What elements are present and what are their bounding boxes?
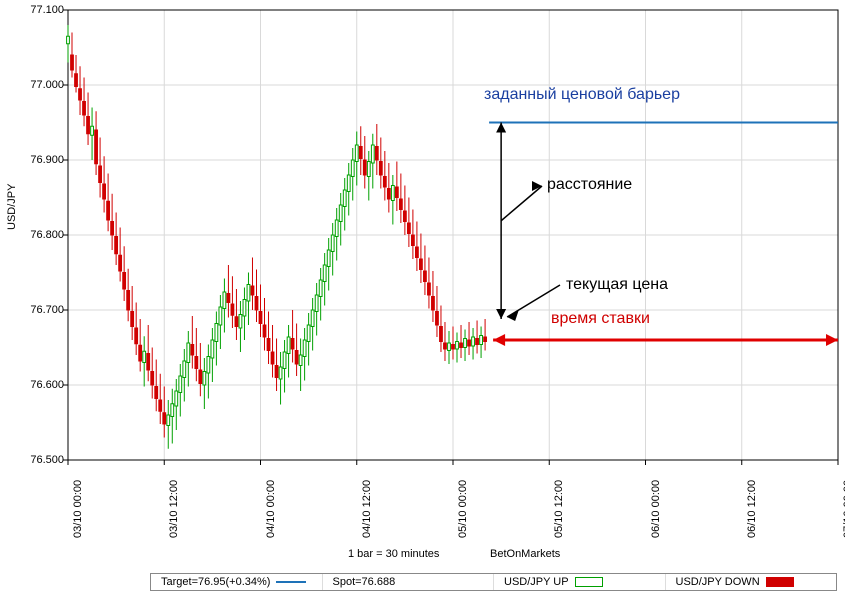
y-axis-label: USD/JPY	[6, 184, 18, 230]
legend-down: USD/JPY DOWN	[666, 574, 837, 590]
legend-down-swatch	[766, 577, 794, 587]
legend-up: USD/JPY UP	[494, 574, 666, 590]
chart-container: USD/JPY 76.500 76.600 76.700 76.800 76.900 77…	[0, 0, 845, 595]
annotation-distance: расстояние	[547, 176, 632, 194]
y-tick-label: 77.000	[16, 79, 64, 91]
annotation-current: текущая цена	[566, 276, 668, 294]
legend-spot-label: Spot=76.688	[333, 576, 396, 588]
x-tick-label: 04/10 12:00	[361, 480, 373, 538]
chart-subtitle-1: 1 bar = 30 minutes	[348, 548, 439, 560]
chart-svg	[0, 0, 845, 595]
x-tick-label: 05/10 00:00	[457, 480, 469, 538]
chart-subtitle-2: BetOnMarkets	[490, 548, 560, 560]
y-tick-label: 76.800	[16, 229, 64, 241]
y-tick-label: 76.600	[16, 379, 64, 391]
legend: Target=76.95(+0.34%) Spot=76.688 USD/JPY…	[150, 573, 837, 591]
y-tick-label: 76.700	[16, 304, 64, 316]
legend-down-label: USD/JPY DOWN	[676, 576, 760, 588]
y-tick-label: 77.100	[16, 4, 64, 16]
x-tick-label: 06/10 00:00	[650, 480, 662, 538]
x-tick-label: 06/10 12:00	[746, 480, 758, 538]
x-tick-label: 04/10 00:00	[265, 480, 277, 538]
legend-target-label: Target=76.95(+0.34%)	[161, 576, 270, 588]
x-tick-label: 03/10 12:00	[168, 480, 180, 538]
legend-target: Target=76.95(+0.34%)	[151, 574, 323, 590]
legend-spot: Spot=76.688	[323, 574, 495, 590]
y-tick-label: 76.500	[16, 454, 64, 466]
annotation-barrier: заданный ценовой барьер	[484, 86, 680, 104]
x-tick-label: 03/10 00:00	[72, 480, 84, 538]
y-tick-label: 76.900	[16, 154, 64, 166]
x-tick-label: 05/10 12:00	[553, 480, 565, 538]
legend-up-label: USD/JPY UP	[504, 576, 569, 588]
annotation-bettime: время ставки	[551, 310, 650, 328]
legend-target-swatch	[276, 581, 306, 583]
legend-up-swatch	[575, 577, 603, 587]
